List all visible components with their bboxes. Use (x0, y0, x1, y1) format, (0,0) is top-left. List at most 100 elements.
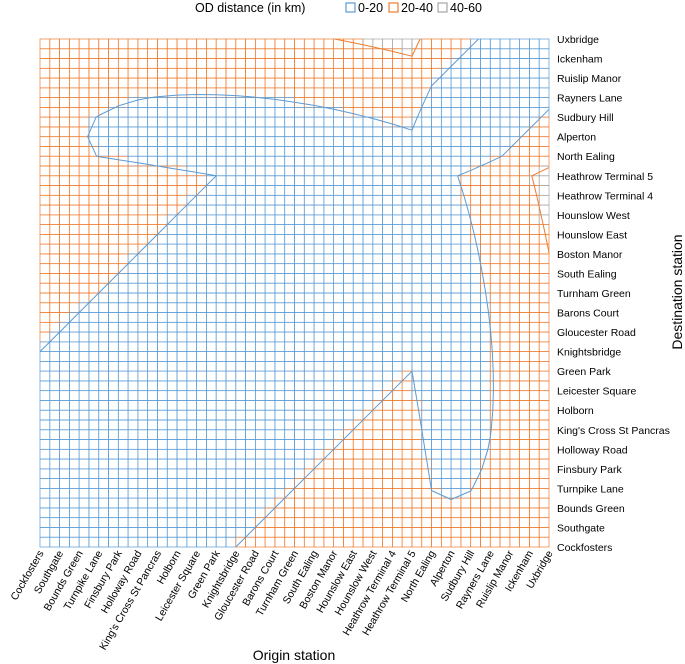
grid-cell (108, 380, 119, 392)
grid-cell (108, 517, 119, 528)
grid-cell (538, 48, 550, 59)
grid-cell (333, 48, 344, 59)
grid-cell (519, 204, 530, 216)
grid-cell (284, 87, 295, 98)
grid-cell (352, 488, 364, 499)
grid-cell (538, 536, 550, 548)
grid-cell (284, 38, 295, 50)
grid-cell (225, 488, 237, 499)
grid-cell (431, 409, 442, 421)
grid-cell (313, 370, 325, 382)
grid-cell (127, 224, 139, 235)
grid-cell (78, 243, 90, 255)
grid-cell (480, 97, 491, 108)
grid-cell (509, 175, 520, 186)
grid-cell (303, 390, 315, 401)
grid-cell (343, 478, 354, 489)
grid-cell (509, 478, 520, 489)
grid-cell (499, 224, 511, 235)
grid-cell (157, 38, 168, 50)
grid-cell (480, 107, 491, 118)
grid-cell (352, 370, 364, 382)
grid-cell (98, 536, 109, 548)
grid-cell (186, 292, 197, 304)
grid-cell (39, 146, 51, 157)
grid-cell (49, 321, 60, 333)
grid-cell (186, 273, 197, 284)
grid-cell (440, 273, 452, 284)
grid-cell (440, 488, 452, 499)
grid-cell (294, 48, 305, 59)
grid-cell (382, 67, 393, 79)
grid-cell (303, 67, 315, 79)
grid-cell (294, 439, 305, 450)
grid-cell (39, 107, 51, 118)
grid-cell (147, 536, 158, 548)
grid-cell (245, 175, 256, 186)
grid-cell (108, 263, 119, 274)
grid-cell (108, 439, 119, 450)
grid-cell (509, 77, 520, 89)
grid-cell (235, 321, 246, 333)
grid-cell (509, 488, 520, 499)
grid-cell (245, 409, 256, 421)
grid-cell (235, 253, 246, 265)
grid-cell (186, 331, 197, 343)
grid-cell (98, 517, 109, 528)
grid-cell (411, 429, 423, 440)
grid-cell (186, 409, 197, 421)
grid-cell (147, 136, 158, 147)
grid-cell (274, 468, 286, 479)
grid-cell (245, 429, 256, 440)
grid-cell (108, 302, 119, 313)
grid-cell (421, 468, 432, 479)
grid-cell (431, 517, 442, 528)
grid-cell (88, 107, 100, 118)
grid-cell (166, 234, 178, 245)
grid-cell (215, 126, 227, 138)
grid-cell (450, 302, 462, 313)
grid-cell (519, 282, 530, 294)
grid-cell (450, 448, 462, 460)
grid-cell (294, 243, 305, 255)
grid-cell (519, 331, 530, 343)
grid-cell (421, 155, 432, 167)
grid-cell (69, 292, 80, 304)
grid-cell (206, 497, 217, 509)
grid-cell (333, 468, 344, 479)
grid-cell (421, 97, 432, 108)
grid-cell (225, 146, 237, 157)
grid-cell (421, 38, 432, 50)
grid-cell (431, 468, 442, 479)
grid-cell (480, 478, 491, 489)
grid-cell (264, 224, 276, 235)
grid-cell (382, 419, 393, 431)
grid-cell (137, 448, 149, 460)
grid-cell (196, 97, 207, 108)
grid-cell (450, 536, 462, 548)
grid-cell (49, 351, 60, 362)
grid-cell (538, 390, 550, 401)
grid-cell (215, 302, 227, 313)
grid-cell (59, 341, 70, 352)
grid-cell (421, 351, 432, 362)
grid-cell (401, 253, 413, 265)
grid-cell (127, 302, 139, 313)
grid-cell (421, 146, 432, 157)
grid-cell (69, 136, 80, 147)
grid-cell (157, 97, 168, 108)
grid-cell (78, 214, 90, 225)
grid-cell (69, 165, 80, 177)
grid-cell (215, 58, 227, 69)
grid-cell (147, 312, 158, 323)
grid-cell (39, 527, 51, 538)
grid-cell (450, 312, 462, 323)
grid-cell (117, 370, 129, 382)
grid-cell (440, 390, 452, 401)
grid-cell (470, 429, 481, 440)
grid-cell (392, 331, 403, 343)
grid-cell (519, 390, 530, 401)
grid-cell (450, 165, 462, 177)
grid-cell (147, 380, 158, 392)
legend: OD distance (in km) 0-20 20-40 40-60 (195, 1, 482, 15)
